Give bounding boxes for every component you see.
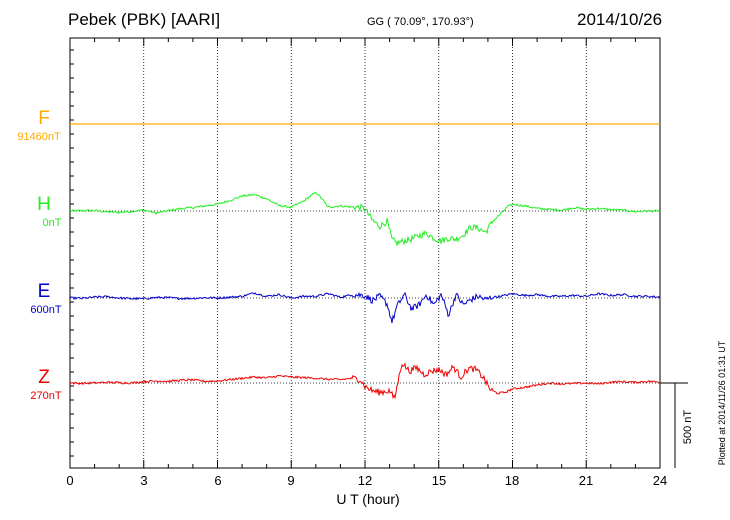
x-tick-label: 6 [214,473,222,488]
x-tick-label: 18 [504,473,520,488]
series-baseline-z: 270nT [30,390,62,402]
scale-bar [660,382,688,468]
x-tick-label: 12 [357,473,373,488]
series-label-e: E [37,281,51,302]
x-tick-label: 21 [578,473,594,488]
series-line-z [69,362,661,400]
x-tick-label: 15 [431,473,447,488]
series-baseline-h: 0nT [42,217,62,229]
series-baseline-f: 91460nT [17,131,61,143]
axis-ticks [69,38,661,468]
plot-frame [69,37,661,469]
vertical-gridlines [143,38,587,468]
plotted-timestamp: Plotted at 2014/11/26 01:31 UT [717,340,727,466]
series-lines [69,123,661,400]
x-tick-label: 3 [140,473,148,488]
x-tick-label: 9 [287,473,295,488]
series-line-h [69,191,661,246]
scale-bar-label: 500 nT [682,409,694,445]
x-axis-label: U T (hour) [336,491,400,507]
x-tick-label: 0 [66,473,74,488]
x-tick-label: 24 [652,473,668,488]
station-title: Pebek (PBK) [AARI] [68,10,221,29]
series-label-f: F [38,108,50,129]
series-label-h: H [37,194,51,215]
series-line-e [69,291,661,324]
series-label-z: Z [38,367,50,388]
chart-date: 2014/10/26 [577,10,663,29]
series-baseline-e: 600nT [30,304,62,316]
station-coordinates: GG ( 70.09°, 170.93°) [367,16,474,28]
